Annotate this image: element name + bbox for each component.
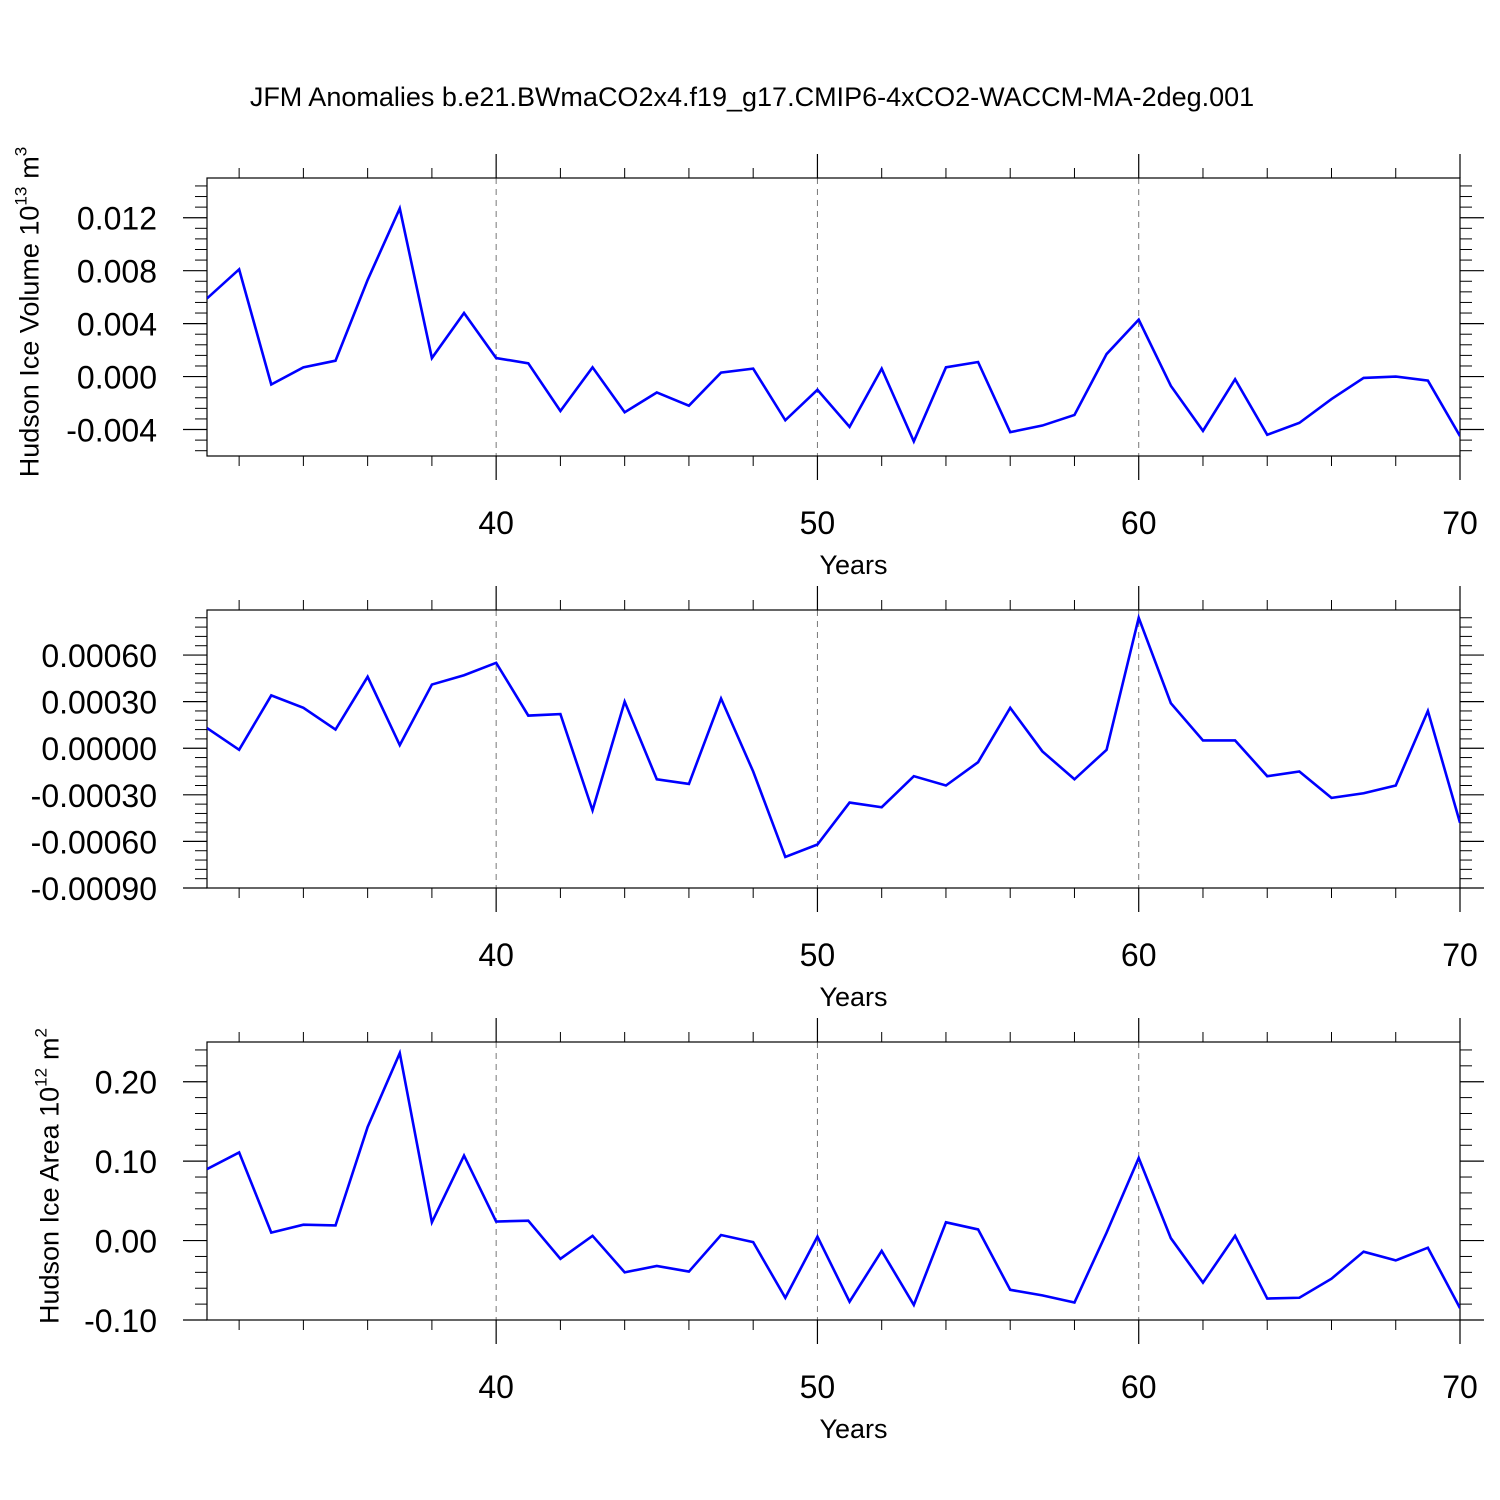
x-tick-label: 50 [800, 505, 836, 541]
x-tick-label: 60 [1121, 937, 1157, 973]
x-tick-label: 70 [1442, 937, 1478, 973]
y-tick-label: 0.00030 [41, 685, 157, 721]
x-tick-label: 70 [1442, 505, 1478, 541]
y-tick-label: -0.00060 [31, 824, 157, 860]
x-tick-label: 60 [1121, 505, 1157, 541]
x-tick-label: 40 [478, 937, 514, 973]
y-tick-label: 0.000 [77, 360, 157, 396]
y-axis-title-unit: m [0, 572, 5, 595]
y-tick-label: 0.008 [77, 254, 157, 290]
x-tick-label: 40 [478, 1369, 514, 1405]
y-tick-label: -0.10 [84, 1303, 157, 1339]
y-tick-label: 0.00000 [41, 731, 157, 767]
y-axis-title-unit-exponent: 2 [32, 1028, 51, 1037]
y-tick-label: 0.00060 [41, 638, 157, 674]
x-axis-title: Years [819, 1414, 887, 1444]
x-axis-title: Years [819, 982, 887, 1012]
y-axis-title-exponent: 13 [12, 187, 31, 206]
series-line-2 [207, 613, 1460, 859]
y-axis-title-exponent: 12 [32, 1068, 51, 1087]
series-line-1 [207, 204, 1460, 445]
y-axis-title: Hudson Ice Volume 1013 m3 [12, 147, 45, 478]
y-tick-label: 0.012 [77, 201, 157, 237]
y-tick-label: -0.00030 [31, 778, 157, 814]
y-axis-title-unit: m [35, 1037, 65, 1060]
y-tick-label: -0.00090 [31, 871, 157, 907]
x-tick-label: 50 [800, 937, 836, 973]
panel-1: 40 50 60 70 Years -0.004 0.000 0.004 0.008 0.012 H… [12, 147, 1484, 580]
y-axis-title-text: Hudson Snow Volume 10 [0, 622, 5, 925]
plot-frame [206, 177, 1461, 457]
y-axis-title-text: Hudson Ice Area 10 [35, 1087, 65, 1324]
y-axis-title-unit-exponent: 3 [12, 147, 31, 156]
x-tick-label: 70 [1442, 1369, 1478, 1405]
y-axis-title: Hudson Ice Area 1012 m2 [32, 1028, 65, 1324]
x-tick-label: 60 [1121, 1369, 1157, 1405]
y-tick-label: 0.00 [95, 1224, 157, 1260]
y-tick-label: 0.004 [77, 307, 157, 343]
y-tick-label: 0.20 [95, 1065, 157, 1101]
x-tick-label: 40 [478, 505, 514, 541]
plot-frame [206, 609, 1461, 889]
panel-2: 40 50 60 70 Years -0.00090 -0.00060 -0.00030 0.0… [0, 563, 1484, 1012]
panel-3: 40 50 60 70 Years -0.10 0.00 0.10 0.20 Hudson Ice… [32, 1018, 1484, 1444]
y-tick-label: 0.10 [95, 1144, 157, 1180]
y-axis-title-text: Hudson Ice Volume 10 [15, 206, 45, 478]
x-axis-title: Years [819, 550, 887, 580]
panels: 40 50 60 70 Years -0.004 0.000 0.004 0.008 0.012 H… [0, 147, 1484, 1444]
y-axis-title-unit: m [15, 156, 45, 179]
plot-frame [206, 1041, 1461, 1321]
y-tick-label: -0.004 [66, 413, 157, 449]
x-tick-label: 50 [800, 1369, 836, 1405]
y-axis-title: Hudson Snow Volume 1013m3 [0, 563, 5, 925]
series-line-3 [207, 1048, 1460, 1309]
figure-title: JFM Anomalies b.e21.BWmaCO2x4.f19_g17.CM… [250, 82, 1254, 112]
